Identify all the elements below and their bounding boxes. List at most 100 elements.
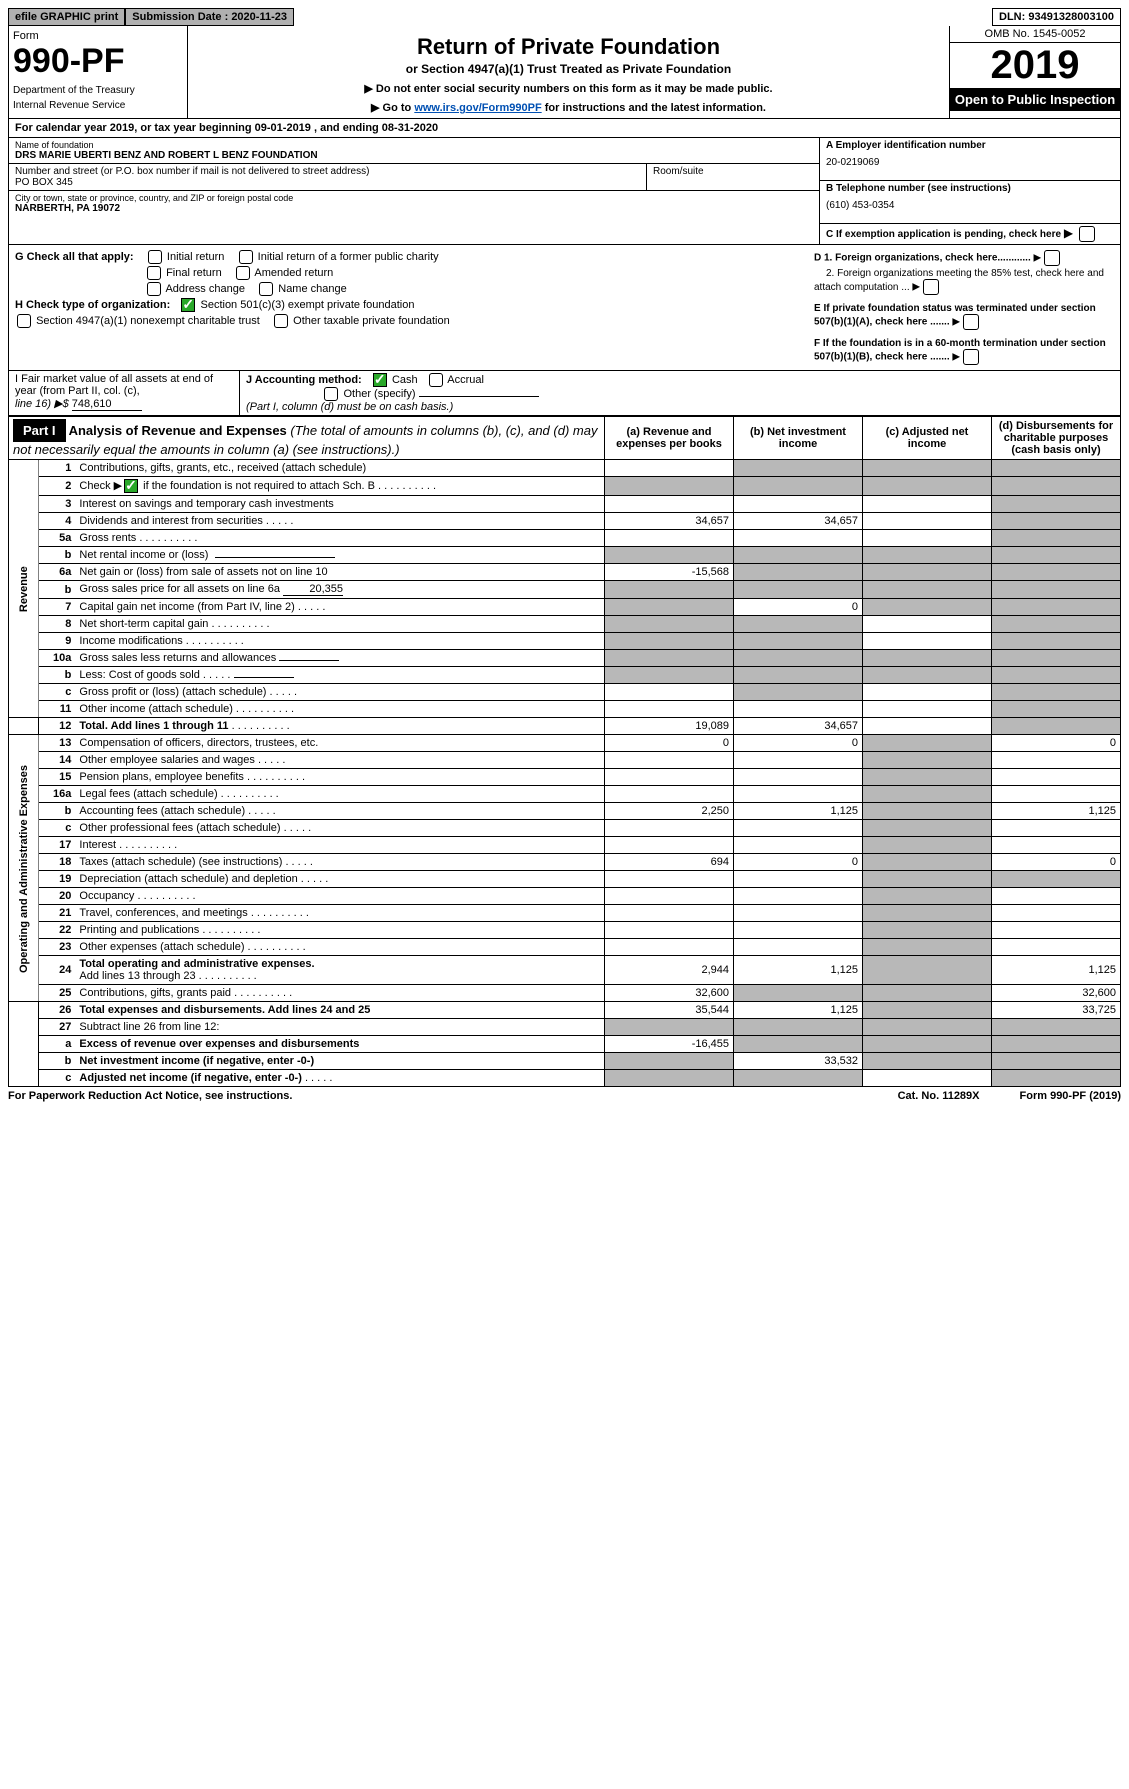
i-line16: line 16) ▶$ [15,398,72,410]
r4-a: 34,657 [605,513,734,530]
cat-no: Cat. No. 11289X [898,1090,980,1102]
table-row: 23Other expenses (attach schedule) [9,939,1121,956]
top-bar: efile GRAPHIC print Submission Date : 20… [8,8,1121,26]
paperwork-notice: For Paperwork Reduction Act Notice, see … [8,1090,292,1102]
d2-cb[interactable] [923,279,939,295]
e-cb[interactable] [963,314,979,330]
table-row: cOther professional fees (attach schedul… [9,820,1121,837]
r20-desc: Occupancy [75,888,604,905]
table-row: 14Other employee salaries and wages [9,752,1121,769]
h1-label: Section 501(c)(3) exempt private foundat… [200,299,414,311]
r10c-desc: Gross profit or (loss) (attach schedule) [75,684,604,701]
table-row: Operating and Administrative Expenses 13… [9,735,1121,752]
r14-desc: Other employee salaries and wages [75,752,604,769]
check-section: G Check all that apply: Initial return I… [8,245,1121,371]
r5b-desc: Net rental income or (loss) [75,547,604,564]
table-row: 15Pension plans, employee benefits [9,769,1121,786]
r17-desc: Interest [75,837,604,854]
table-row: Revenue 1Contributions, gifts, grants, e… [9,460,1121,477]
form-header: Form 990-PF Department of the Treasury I… [8,26,1121,119]
note-pre: ▶ Go to [371,102,414,114]
d1-cb[interactable] [1044,250,1060,266]
501c3-cb[interactable] [181,298,195,312]
g5-label: Address change [165,283,245,295]
r5a-desc: Gross rents [75,530,604,547]
col-b-header: (b) Net investment income [734,417,863,460]
schb-cb[interactable] [124,479,138,493]
r27-desc: Subtract line 26 from line 12: [75,1019,604,1036]
ij-row: I Fair market value of all assets at end… [8,371,1121,416]
form990pf-link[interactable]: www.irs.gov/Form990PF [414,102,541,114]
part1-table: Part I Analysis of Revenue and Expenses … [8,416,1121,1087]
other-method-label: Other (specify) [343,388,415,400]
table-row: 27Subtract line 26 from line 12: [9,1019,1121,1036]
c-checkbox[interactable] [1079,226,1095,242]
arrow-icon: ▶ [1064,226,1073,240]
r8-desc: Net short-term capital gain [75,616,604,633]
r4-desc: Dividends and interest from securities [75,513,604,530]
table-row: 12Total. Add lines 1 through 11 19,08934… [9,718,1121,735]
r7-desc: Capital gain net income (from Part IV, l… [75,599,604,616]
table-row: 4Dividends and interest from securities … [9,513,1121,530]
other-method-input[interactable] [419,396,539,397]
g4-label: Amended return [254,267,333,279]
table-row: 18Taxes (attach schedule) (see instructi… [9,854,1121,871]
table-row: cAdjusted net income (if negative, enter… [9,1070,1121,1087]
f-label: F If the foundation is in a 60-month ter… [814,338,1106,363]
form-footer-label: Form 990-PF (2019) [1020,1090,1121,1102]
r10a-desc: Gross sales less returns and allowances [75,650,604,667]
calendar-year-line: For calendar year 2019, or tax year begi… [8,119,1121,138]
submission-date: Submission Date : 2020-11-23 [125,8,294,26]
r27b-desc: Net investment income (if negative, ente… [75,1053,604,1070]
table-row: aExcess of revenue over expenses and dis… [9,1036,1121,1053]
h2-label: Section 4947(a)(1) nonexempt charitable … [36,315,260,327]
r11-desc: Other income (attach schedule) [75,701,604,718]
r18-desc: Taxes (attach schedule) (see instruction… [75,854,604,871]
col-c-header: (c) Adjusted net income [863,417,992,460]
table-row: 2 Check ▶ if the foundation is not requi… [9,477,1121,496]
g6-label: Name change [278,283,347,295]
table-row: bAccounting fees (attach schedule) 2,250… [9,803,1121,820]
cash-label: Cash [392,374,418,386]
table-row: 24Total operating and administrative exp… [9,956,1121,985]
table-row: bNet investment income (if negative, ent… [9,1053,1121,1070]
dln: DLN: 93491328003100 [992,8,1121,26]
open-to-public: Open to Public Inspection [950,88,1120,111]
4947a1-cb[interactable] [17,314,31,328]
info-grid: Name of foundation DRS MARIE UBERTI BENZ… [8,138,1121,245]
g2-label: Initial return of a former public charit… [258,251,439,263]
final-return-cb[interactable] [147,266,161,280]
g-label: G Check all that apply: [15,251,134,263]
r21-desc: Travel, conferences, and meetings [75,905,604,922]
r10b-desc: Less: Cost of goods sold [75,667,604,684]
f-cb[interactable] [963,349,979,365]
initial-former-cb[interactable] [239,250,253,264]
city-state-zip: NARBERTH, PA 19072 [15,203,813,214]
dept-treasury: Department of the Treasury [13,85,183,96]
form-word: Form [13,30,183,42]
r12-desc: Total. Add lines 1 through 11 [75,718,604,735]
r4-b: 34,657 [734,513,863,530]
table-row: 8Net short-term capital gain [9,616,1121,633]
accrual-cb[interactable] [429,373,443,387]
omb-number: OMB No. 1545-0052 [950,26,1120,43]
initial-return-cb[interactable] [148,250,162,264]
ein-label: A Employer identification number [826,140,1114,151]
amended-return-cb[interactable] [236,266,250,280]
efile-graphic-print-btn[interactable]: efile GRAPHIC print [8,8,125,26]
street-address: PO BOX 345 [15,177,640,188]
table-row: 6aNet gain or (loss) from sale of assets… [9,564,1121,581]
table-row: 20Occupancy [9,888,1121,905]
r23-desc: Other expenses (attach schedule) [75,939,604,956]
table-row: 16aLegal fees (attach schedule) [9,786,1121,803]
note-post: for instructions and the latest informat… [542,102,766,114]
name-change-cb[interactable] [259,282,273,296]
g1-label: Initial return [167,251,224,263]
irs-label: Internal Revenue Service [13,100,183,111]
table-row: 17Interest [9,837,1121,854]
r15-desc: Pension plans, employee benefits [75,769,604,786]
address-change-cb[interactable] [147,282,161,296]
other-method-cb[interactable] [324,387,338,401]
cash-cb[interactable] [373,373,387,387]
other-taxable-cb[interactable] [274,314,288,328]
